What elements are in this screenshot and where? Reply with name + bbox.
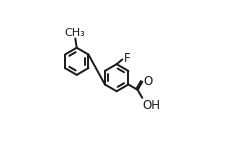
- Text: O: O: [143, 75, 152, 88]
- Text: CH₃: CH₃: [64, 28, 85, 38]
- Text: OH: OH: [143, 98, 161, 112]
- Text: F: F: [124, 52, 131, 65]
